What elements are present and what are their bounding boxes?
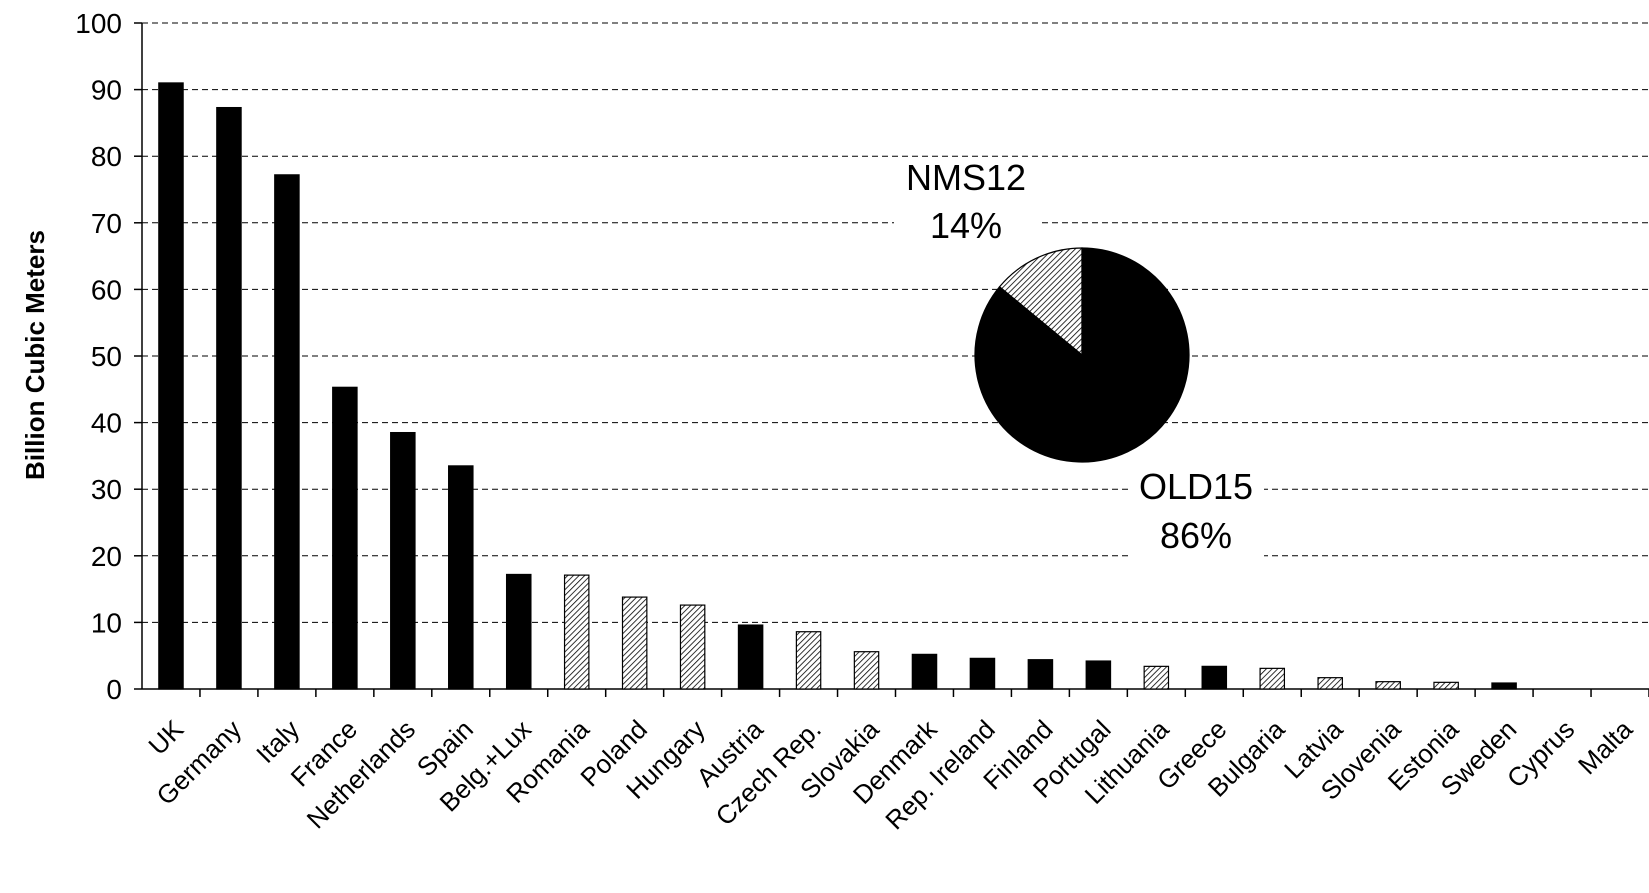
- pie-label-name: OLD15: [1139, 466, 1253, 507]
- bar-estonia: [1433, 681, 1459, 690]
- x-tick-label: UK: [142, 714, 189, 761]
- bar-belg-lux: [505, 573, 532, 690]
- bar-denmark: [911, 653, 938, 690]
- bar-uk: [158, 82, 184, 690]
- bar-greece: [1201, 665, 1228, 690]
- y-tick-label: 90: [91, 75, 122, 106]
- y-axis-label: Billion Cubic Meters: [20, 230, 50, 480]
- bar-bulgaria: [1259, 667, 1286, 690]
- pie-slice-old15: [974, 247, 1190, 463]
- pie-slice-nms12: [998, 247, 1083, 357]
- bar-netherlands: [390, 431, 416, 690]
- bar-germany: [216, 106, 242, 690]
- pie-label-name: NMS12: [906, 157, 1026, 198]
- y-tick-label: 50: [91, 341, 122, 372]
- bar-hungary: [679, 604, 706, 690]
- bar-romania: [563, 574, 590, 690]
- bar-italy: [274, 174, 300, 690]
- y-tick-label: 60: [91, 274, 122, 305]
- bar-france: [332, 386, 358, 690]
- inset-pie-chart: NMS12 14% OLD15 86%: [894, 157, 1264, 562]
- y-tick-label: 0: [106, 674, 122, 705]
- pie-label-percent: 14%: [930, 205, 1002, 246]
- y-tick-label: 10: [91, 607, 122, 638]
- y-tick-label: 100: [75, 8, 122, 39]
- bar-slovenia: [1375, 681, 1401, 690]
- gridlines: [142, 22, 1649, 623]
- bar-poland: [621, 596, 648, 690]
- bar-portugal: [1085, 660, 1112, 690]
- bar-latvia: [1317, 677, 1343, 690]
- bar-rep-ireland: [969, 657, 996, 690]
- bar-spain: [448, 465, 474, 690]
- x-tick-label: Malta: [1572, 714, 1639, 781]
- pie-label-background: [1128, 466, 1264, 562]
- bars: [158, 82, 1517, 690]
- y-tick-label: 40: [91, 408, 122, 439]
- bar-finland: [1027, 659, 1054, 690]
- pie-label-background: [894, 158, 1038, 254]
- bar-slovakia: [853, 651, 880, 690]
- y-axis-ticks: 0 10 20 30 40 50 60 70 80 90 100: [75, 8, 142, 705]
- y-tick-label: 80: [91, 141, 122, 172]
- bar-sweden: [1491, 682, 1517, 690]
- y-tick-label: 30: [91, 474, 122, 505]
- bar-austria: [737, 624, 764, 690]
- y-tick-label: 20: [91, 541, 122, 572]
- pie-label-percent: 86%: [1160, 515, 1232, 556]
- y-tick-label: 70: [91, 208, 122, 239]
- bar-lithuania: [1143, 665, 1170, 690]
- bar-czech-rep-: [795, 631, 822, 690]
